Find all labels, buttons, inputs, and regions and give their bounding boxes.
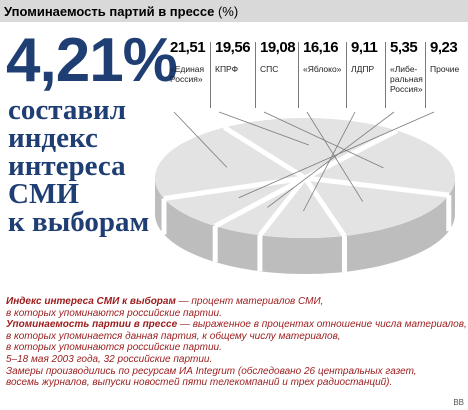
footnotes: Индекс интереса СМИ к выборам — процент … [6,296,467,389]
slice-label-1: 21,51 «Единая Россия» [170,39,206,85]
slice-name-line: Россия» [170,74,203,84]
slice-name-line: Россия» [390,84,423,94]
slice-name: «Единая Россия» [170,64,205,84]
slice-name-line: ЛДПР [351,64,375,74]
header-bar: Упоминаемость партий в прессе (%) [0,0,468,22]
slice-boundary [222,125,307,181]
slice-name-line: СПС [260,64,279,74]
slice-name: Прочие [430,64,459,74]
slice-name-line: Прочие [430,64,460,74]
pie-side-wall [155,178,455,274]
slice-name: КПРФ [215,64,250,74]
slice-name: ЛДПР [351,64,377,74]
slice-boundary [257,176,307,237]
label-separator [425,42,426,108]
slice-label-6: 5,35 «Либе-ральная Россия» [390,39,423,95]
leader-line [218,111,309,146]
slice-value: 9,23 [430,39,458,56]
note-text: — выраженное в процентах отношение числа… [177,319,467,331]
slice-label-7: 9,23 Прочие [430,39,459,75]
label-separator [385,42,386,108]
note-line: в которых упоминаются российские партии. [6,307,222,319]
slice-label-4: 16,16 «Яблоко» [303,39,341,75]
headline-line: интереса [8,150,126,182]
source-tag: ВВ [453,398,464,407]
slice-name: «Либе-ральная Россия» [390,64,423,94]
slice-value: 5,35 [390,39,418,56]
label-separator [210,42,211,108]
slice-label-5: 9,11 ЛДПР [351,39,378,75]
note-text: — процент материалов СМИ, [175,296,324,307]
headline-line: индекс [8,122,98,154]
label-separator [255,42,256,108]
note-line: Индекс интереса СМИ к выборам — процент … [6,296,466,308]
label-separator [346,42,347,108]
slice-name: СПС [260,64,295,74]
chart-title-text: Упоминаемость партий в прессе [4,4,215,19]
slice-value: 9,11 [351,39,378,56]
headline-line: к выборам [8,206,150,238]
slice-boundary [302,176,347,238]
note-term: Упоминаемость партии в прессе [6,319,178,331]
slice-name: «Яблоко» [303,64,341,74]
slice-value: 19,08 [260,39,296,56]
slice-values-row: 21,51 «Единая Россия» 19,56 КПРФ 19,08 СПС 16,1… [168,40,468,110]
headline-line: СМИ [8,178,79,210]
label-separator [298,42,299,108]
slice-boundary [214,175,307,229]
slice-value: 16,16 [303,39,339,56]
slice-boundary [303,128,399,181]
chart-title: Упоминаемость партий в прессе (%) [4,4,238,19]
headline-caption: составил индекс интереса СМИ к выборам [8,94,168,238]
leader-line [238,111,435,199]
chart-title-unit: (%) [217,4,239,19]
slice-name-line: КПРФ [215,64,239,74]
note-line: Упоминаемость партии в прессе — выраженн… [6,319,467,331]
slice-boundary [304,175,450,198]
pie-chart [155,111,455,274]
leader-line [267,111,395,208]
slice-value: 19,56 [215,39,251,56]
headline-line: составил [8,94,126,126]
note-line: восемь журналов, выпуски новостей пяти т… [6,377,393,389]
note-line: в которых упоминается данная партия, к о… [6,330,341,342]
leader-line [263,111,384,169]
note-line: 5–18 мая 2003 года, 32 российские партии… [6,353,213,365]
leader-line [173,111,228,168]
slice-name-line: «Либе- [390,64,418,74]
slice-value: 21,51 [170,39,206,56]
slice-name-line: ральная [390,74,423,84]
slice-name-line: «Яблоко» [303,64,342,74]
note-line: в которых упоминаются российские партии. [6,342,222,354]
leader-line [303,111,356,212]
slice-name-line: «Единая [170,64,205,74]
slice-label-3: 19,08 СПС [260,39,296,75]
note-line: Замеры производились по ресурсам ИА Inte… [6,365,417,377]
note-term: Индекс интереса СМИ к выборам [6,296,176,307]
headline-value: 4,21% [6,26,178,95]
slice-label-2: 19,56 КПРФ [215,39,251,75]
slice-boundary [163,175,306,201]
